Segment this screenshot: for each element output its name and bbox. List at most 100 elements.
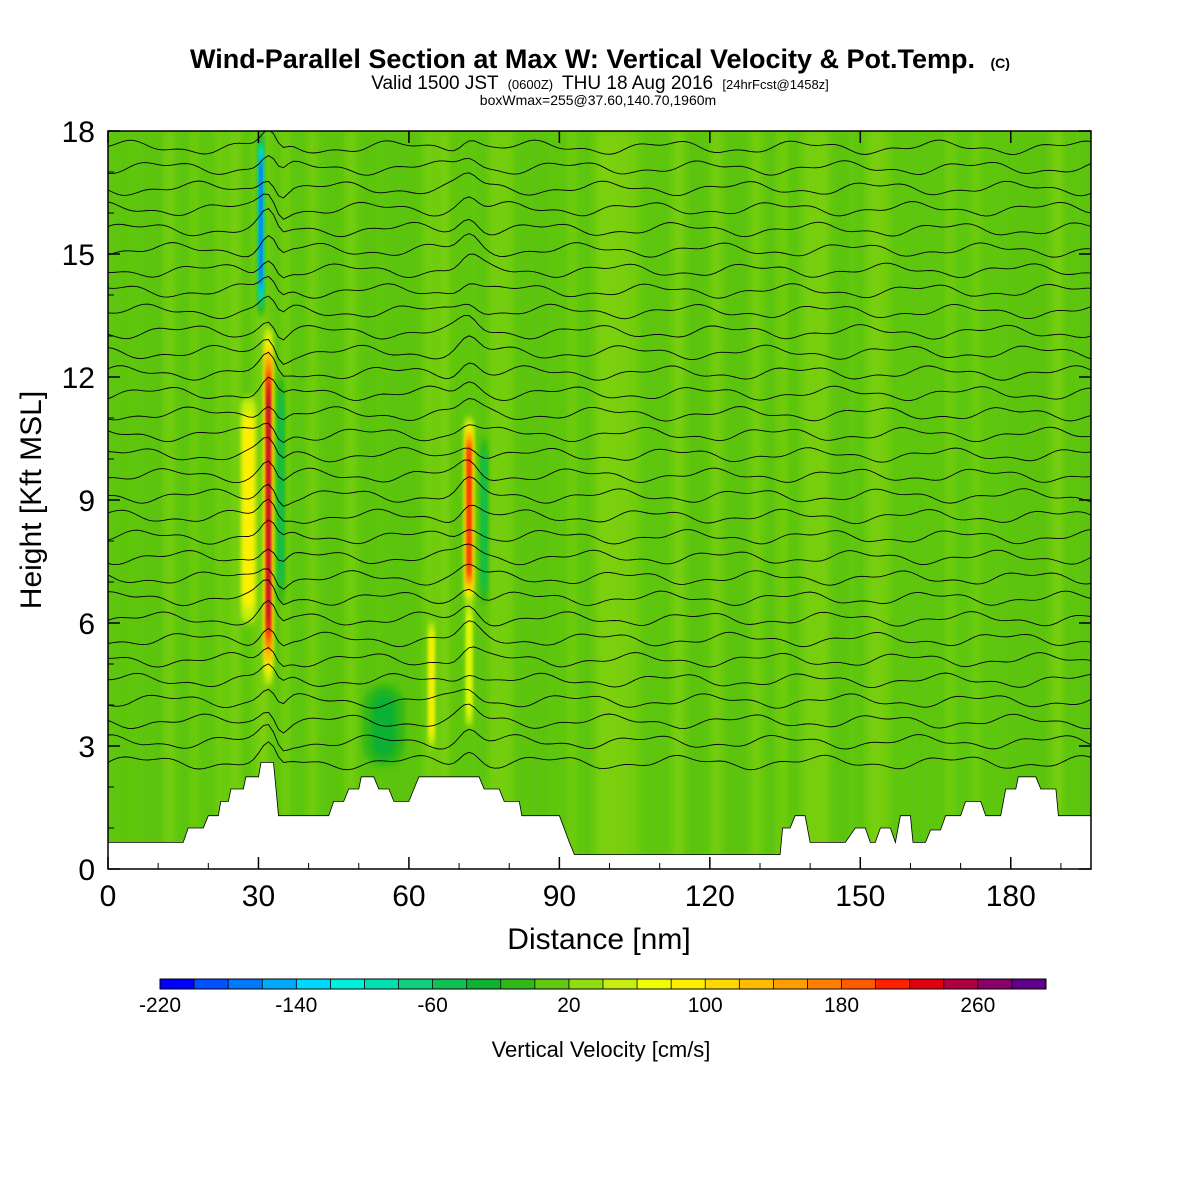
colorbar-swatch: [909, 979, 945, 989]
theta-contour: [108, 646, 1091, 668]
streak: [647, 131, 656, 869]
theta-contour: [108, 154, 1091, 176]
streak: [491, 131, 502, 869]
streak: [738, 131, 752, 869]
colorbar-swatch: [977, 979, 1013, 989]
theta-contour: [108, 663, 1091, 689]
colorbar-swatch: [603, 979, 638, 989]
valid-prefix: Valid 1500 JST: [371, 73, 499, 94]
colorbar-swatch: [671, 979, 706, 989]
terrain-mask: [108, 762, 1091, 869]
streak: [882, 131, 888, 869]
colorbar-swatch: [807, 979, 843, 989]
colorbar-swatch: [739, 979, 774, 989]
streak: [947, 131, 953, 869]
colorbar-swatch: [398, 979, 434, 989]
theta-contour: [108, 519, 1091, 545]
colorbar-swatch: [637, 979, 672, 989]
streak: [360, 131, 373, 869]
streak: [373, 131, 382, 869]
colorbar-swatch: [296, 979, 331, 989]
theta-contour: [108, 131, 1091, 155]
streak: [608, 131, 622, 869]
colorbar-swatch: [568, 979, 604, 989]
streak: [504, 131, 512, 869]
streak: [425, 131, 434, 869]
theta-contour: [108, 315, 1091, 341]
streak: [256, 131, 271, 869]
streak: [595, 131, 610, 869]
plot-area: [108, 131, 1091, 869]
updraft-band: [430, 639, 433, 730]
streak: [725, 131, 740, 869]
theta-contour: [108, 688, 1091, 709]
y-tick-label: 3: [78, 731, 95, 764]
downdraft-band: [259, 163, 262, 283]
streak: [530, 131, 543, 869]
streak: [191, 131, 197, 869]
theta-contour: [108, 543, 1091, 566]
streak: [778, 131, 785, 869]
x-tick-label: 120: [685, 880, 735, 913]
theta-contour: [108, 476, 1091, 507]
streak: [1012, 131, 1025, 869]
streak: [973, 131, 979, 869]
updraft-band: [467, 614, 472, 714]
valid-utc: (0600Z): [508, 77, 554, 92]
theta-contour: [108, 620, 1091, 648]
updraft-band: [267, 393, 270, 619]
colorbar-swatch: [773, 979, 808, 989]
streak: [230, 131, 240, 869]
colorbar-swatch: [364, 979, 400, 989]
colorbar-swatch: [841, 979, 877, 989]
updraft-band: [468, 450, 471, 570]
colorbar-swatch: [194, 979, 229, 989]
streak: [621, 131, 632, 869]
theta-contour: [108, 741, 1091, 771]
y-tick-label: 6: [78, 608, 95, 641]
colorbar-label: Vertical Velocity [cm/s]: [492, 1037, 711, 1062]
x-tick-label: 60: [392, 880, 425, 913]
downdraft-band: [482, 460, 486, 581]
streak: [439, 131, 450, 869]
streak: [712, 131, 722, 869]
theta-contour: [108, 172, 1091, 199]
x-tick-label: 0: [100, 880, 117, 913]
streak: [843, 131, 848, 869]
streak: [804, 131, 816, 869]
theta-contour: [108, 376, 1091, 402]
theta-contour: [108, 207, 1091, 238]
streak: [543, 131, 552, 869]
streak: [908, 131, 918, 869]
theta-contour: [108, 563, 1091, 590]
theta-contour: [108, 579, 1091, 607]
streak: [165, 131, 174, 869]
colorbar-tick-label: 100: [688, 994, 723, 1017]
theta-contour: [108, 193, 1091, 220]
streak: [269, 131, 278, 869]
streak: [386, 131, 401, 869]
x-axis: 0 30 60 90 120 150 180: [100, 131, 1062, 913]
streak: [217, 131, 223, 869]
theta-contour: [108, 724, 1091, 752]
colorbar-swatch: [262, 979, 297, 989]
theta-contour: [108, 703, 1091, 734]
theta-contour: [108, 351, 1091, 381]
forecast-info: [24hrFcst@1458z]: [722, 77, 828, 92]
streak: [1025, 131, 1038, 869]
colorbar-swatch: [432, 979, 468, 989]
streak: [634, 131, 639, 869]
colorbar-swatch: [705, 979, 740, 989]
theta-contour: [108, 335, 1091, 365]
streak: [660, 131, 669, 869]
valid-date: THU 18 Aug 2016: [562, 73, 713, 94]
streak: [1064, 131, 1073, 869]
colorbar-swatch: [1011, 979, 1047, 989]
colorbar-swatch: [330, 979, 365, 989]
streak: [399, 131, 413, 869]
theta-contour: [108, 599, 1091, 627]
theta-contour: [108, 295, 1091, 320]
x-tick-label: 90: [543, 880, 576, 913]
streak: [295, 131, 306, 869]
